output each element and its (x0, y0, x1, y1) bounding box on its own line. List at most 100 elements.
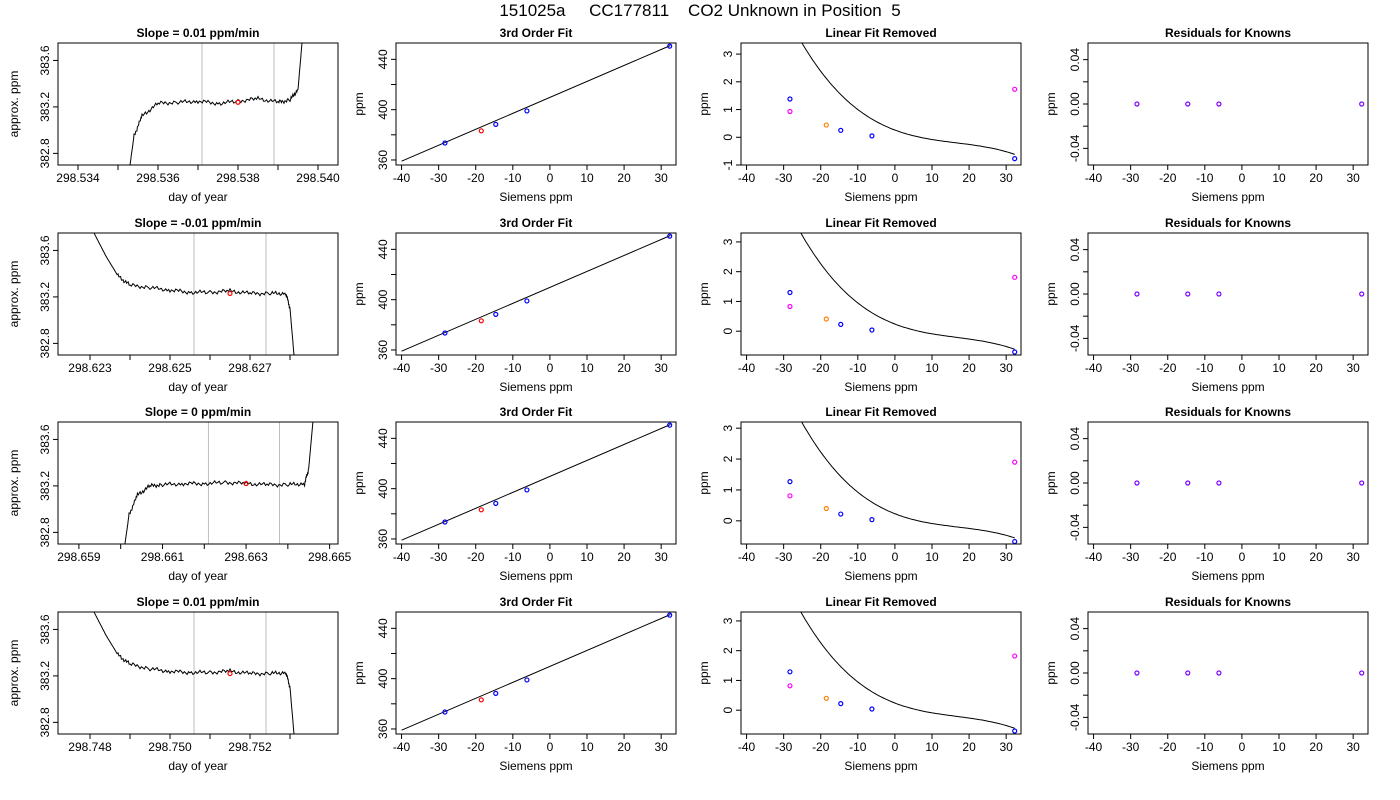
y-tick-label: -0.04 (1068, 134, 1082, 162)
data-point (787, 493, 793, 499)
panel-row3-res: Residuals for Knowns -40 -30 -20 -10 0 10 20 30 -… (1044, 405, 1369, 583)
y-tick-label: 2 (721, 268, 735, 275)
y-tick-label: 2 (721, 455, 735, 462)
x-tick-label: -40 (738, 361, 756, 375)
panel-row3-fit: 3rd Order Fit -40 -30 -20 -10 0 10 20 30 360 400 44… (352, 405, 677, 583)
x-axis-label: Siemens ppm (499, 190, 572, 204)
x-tick-label: -40 (738, 550, 756, 564)
y-tick-label: 0 (721, 707, 735, 714)
x-tick-label: 20 (1309, 361, 1323, 375)
data-point (1134, 101, 1140, 107)
x-tick-label: -20 (812, 550, 830, 564)
y-tick-label: 2 (721, 647, 735, 654)
x-tick-label: -20 (1159, 740, 1177, 754)
y-axis-label: ppm (1044, 282, 1058, 305)
x-tick-label: -10 (504, 361, 522, 375)
y-axis-label: ppm (1044, 92, 1058, 115)
x-tick-label: 0 (892, 171, 899, 185)
y-axis-label: ppm (697, 471, 711, 494)
x-tick-label: -40 (738, 740, 756, 754)
x-tick-label: -40 (1085, 171, 1103, 185)
x-tick-label: -20 (812, 171, 830, 185)
y-tick-label: 400 (376, 99, 390, 119)
panel-title: 3rd Order Fit (500, 26, 573, 40)
x-tick-label: -30 (775, 171, 793, 185)
data-point (1216, 101, 1222, 107)
y-tick-label: 400 (376, 289, 390, 309)
plot-frame (395, 421, 677, 545)
data-point (823, 695, 829, 701)
y-tick-label: 0 (721, 517, 735, 524)
data-point (838, 321, 844, 327)
x-tick-label: 298.534 (56, 171, 100, 185)
data-point (1012, 653, 1018, 659)
panel-row4-time: Slope = 0.01 ppm/min 298.748 298.750 298.75… (7, 595, 339, 773)
y-tick-label: -0.04 (1068, 513, 1082, 541)
data-point (869, 133, 875, 139)
y-axis-label: ppm (697, 661, 711, 684)
panel-title: Slope = 0.01 ppm/min (136, 26, 259, 40)
x-tick-label: -40 (393, 361, 411, 375)
data-point (787, 303, 793, 310)
fit-line (401, 424, 671, 541)
y-axis-label: approx. ppm (7, 450, 21, 517)
data-point (787, 683, 793, 689)
y-tick-label: 440 (376, 428, 390, 448)
x-tick-label: -30 (430, 171, 448, 185)
data-point (1185, 480, 1191, 486)
x-tick-label: 0 (1239, 171, 1246, 185)
y-tick-label: 360 (376, 150, 390, 170)
y-tick-label: 1 (721, 106, 735, 113)
y-tick-label: 383.2 (38, 661, 52, 691)
x-axis-label: Siemens ppm (844, 759, 917, 773)
plot-area (787, 612, 1018, 734)
x-tick-label: 298.659 (57, 550, 101, 564)
panel-title: Residuals for Knowns (1165, 216, 1291, 230)
y-tick-label: 0.04 (1068, 238, 1082, 262)
data-point (1185, 291, 1191, 297)
x-tick-label: -40 (1085, 740, 1103, 754)
data-point (493, 311, 499, 317)
y-tick-label: 382.8 (38, 328, 52, 358)
data-point (667, 422, 673, 428)
sample-marker (235, 99, 241, 105)
panel-title: Residuals for Knowns (1165, 405, 1291, 419)
panel-title: Linear Fit Removed (825, 26, 936, 40)
x-axis-label: Siemens ppm (844, 190, 917, 204)
fit-curve (801, 422, 1015, 539)
plot-frame (395, 611, 677, 735)
data-point (1134, 670, 1140, 676)
y-tick-label: -0.04 (1068, 703, 1082, 731)
x-axis-label: Siemens ppm (844, 380, 917, 394)
plot-frame (740, 42, 1022, 166)
x-tick-label: -30 (775, 740, 793, 754)
data-point (787, 108, 793, 115)
x-tick-label: -30 (1122, 361, 1140, 375)
x-tick-label: 10 (1272, 171, 1286, 185)
y-tick-label: 0 (721, 134, 735, 141)
x-tick-label: 0 (892, 361, 899, 375)
x-axis-label: day of year (168, 569, 227, 583)
x-tick-label: 298.750 (148, 740, 192, 754)
sample-marker (227, 670, 233, 677)
y-axis-label: ppm (352, 661, 366, 684)
data-point (869, 516, 875, 523)
x-tick-label: 10 (925, 740, 939, 754)
x-tick-label: 0 (1239, 550, 1246, 564)
y-tick-label: 0 (721, 328, 735, 335)
data-point (1012, 274, 1018, 280)
x-tick-label: 298.661 (141, 550, 185, 564)
plot-area (93, 612, 295, 734)
x-tick-label: 10 (1272, 740, 1286, 754)
fit-curve (800, 233, 1015, 350)
x-tick-label: 30 (999, 550, 1013, 564)
x-tick-label: -10 (849, 171, 867, 185)
x-tick-label: -30 (430, 550, 448, 564)
data-point (1216, 480, 1222, 486)
x-tick-label: -10 (849, 361, 867, 375)
y-tick-label: 0.00 (1068, 92, 1082, 116)
y-tick-label: 0.04 (1068, 617, 1082, 641)
x-tick-label: 0 (892, 740, 899, 754)
panel-row1-res: Residuals for Knowns -40 -30 -20 -10 0 10 20 30 -… (1044, 26, 1369, 204)
y-tick-label: 382.8 (38, 707, 52, 737)
